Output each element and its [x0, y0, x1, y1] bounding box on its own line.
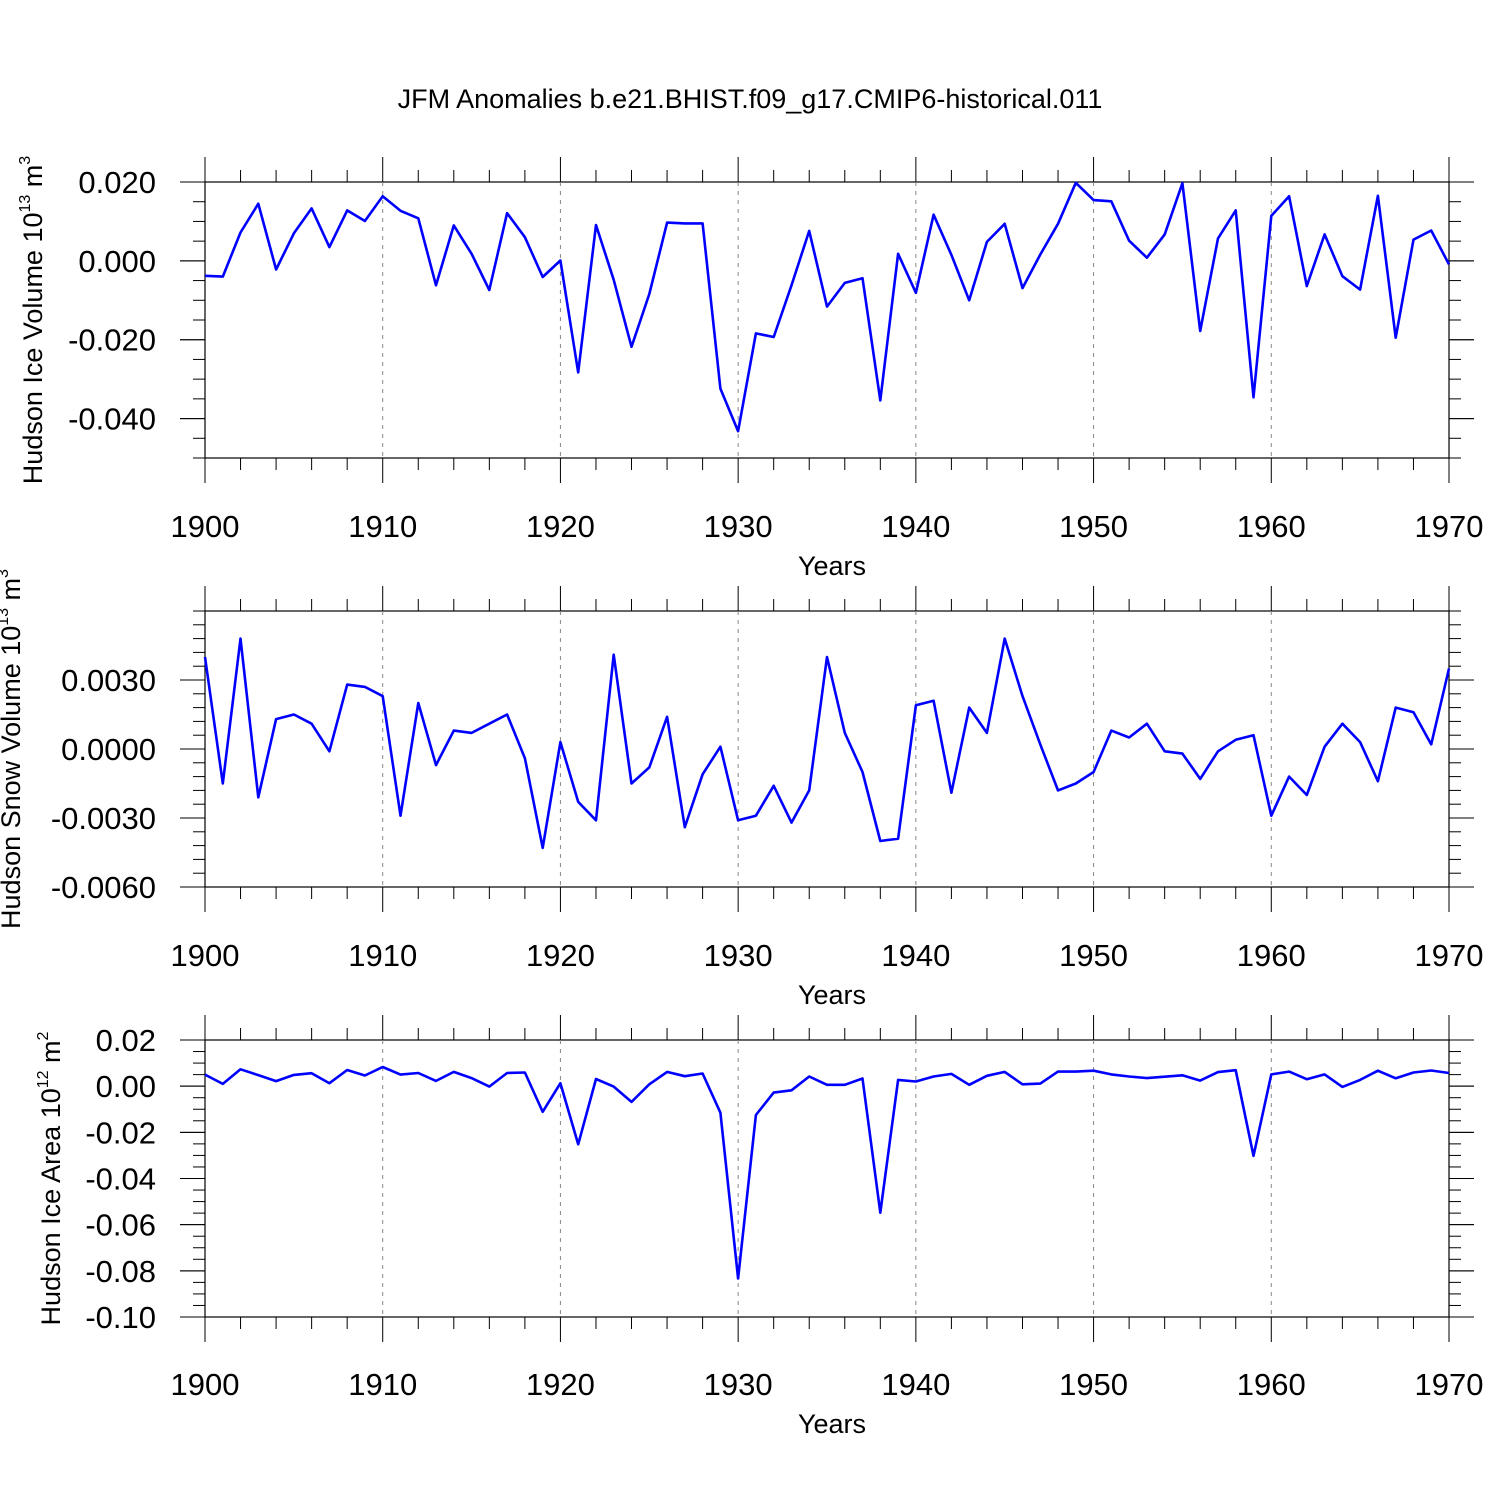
x-tick-label: 1930	[704, 938, 773, 973]
x-tick-label: 1970	[1415, 1367, 1484, 1402]
y-tick-label: -0.02	[85, 1115, 156, 1150]
x-tick-label: 1960	[1237, 938, 1306, 973]
y-tick-label: -0.0030	[51, 801, 156, 836]
y-tick-label: 0.000	[78, 244, 156, 279]
x-tick-label: 1920	[526, 1367, 595, 1402]
x-tick-label: 1940	[881, 509, 950, 544]
x-tick-label: 1970	[1415, 509, 1484, 544]
y-tick-label: -0.08	[85, 1254, 156, 1289]
plot-frame	[204, 1039, 1450, 1318]
y-tick-label: 0.0030	[61, 663, 156, 698]
x-tick-label: 1900	[171, 938, 240, 973]
x-tick-label: 1910	[348, 509, 417, 544]
y-tick-label: 0.00	[96, 1069, 156, 1104]
y-tick-label: -0.04	[85, 1162, 156, 1197]
panel-snow-volume: 1900 1910 1920 1930 1940 1950 1960 1970 Years 0.0…	[0, 569, 1483, 1010]
x-tick-label: 1900	[171, 1367, 240, 1402]
y-axis-title: Hudson Snow Volume 1013 m3	[0, 569, 26, 929]
x-axis-title: Years	[798, 980, 866, 1010]
x-tick-label: 1950	[1059, 1367, 1128, 1402]
x-tick-label: 1970	[1415, 938, 1484, 973]
y-tick-label: -0.040	[68, 402, 156, 437]
x-tick-label: 1930	[704, 509, 773, 544]
x-axis-title: Years	[798, 551, 866, 581]
y-tick-label: -0.020	[68, 323, 156, 358]
figure-title: JFM Anomalies b.e21.BHIST.f09_g17.CMIP6-…	[397, 84, 1103, 114]
series-line	[204, 1065, 1450, 1280]
plot-frame	[204, 181, 1450, 459]
y-tick-label: 0.020	[78, 165, 156, 200]
x-tick-label: 1920	[526, 509, 595, 544]
x-tick-label: 1950	[1059, 938, 1128, 973]
y-tick-label: -0.10	[85, 1300, 156, 1335]
x-tick-label: 1940	[881, 938, 950, 973]
y-tick-label: -0.0060	[51, 870, 156, 905]
panel-ice-area: 1900 1910 1920 1930 1940 1950 1960 1970 Years 0.0…	[35, 1015, 1483, 1439]
y-tick-label: 0.02	[96, 1023, 156, 1058]
x-tick-label: 1960	[1237, 509, 1306, 544]
series-line	[204, 181, 1451, 433]
x-tick-label: 1920	[526, 938, 595, 973]
y-axis-title: Hudson Ice Area 1012 m2	[35, 1031, 66, 1325]
x-tick-label: 1910	[348, 938, 417, 973]
y-tick-label: -0.06	[85, 1208, 156, 1243]
y-axis-title: Hudson Ice Volume 1013 m3	[17, 156, 48, 484]
x-tick-label: 1900	[171, 509, 240, 544]
panel-ice-volume: 1900 1910 1920 1930 1940 1950 1960 1970 Years 0.0…	[17, 156, 1483, 581]
x-tick-label: 1940	[881, 1367, 950, 1402]
x-tick-label: 1910	[348, 1367, 417, 1402]
x-tick-label: 1930	[704, 1367, 773, 1402]
series-line	[203, 637, 1451, 850]
y-tick-label: 0.0000	[61, 732, 156, 767]
x-axis-title: Years	[798, 1409, 866, 1439]
x-tick-label: 1960	[1237, 1367, 1306, 1402]
x-tick-label: 1950	[1059, 509, 1128, 544]
